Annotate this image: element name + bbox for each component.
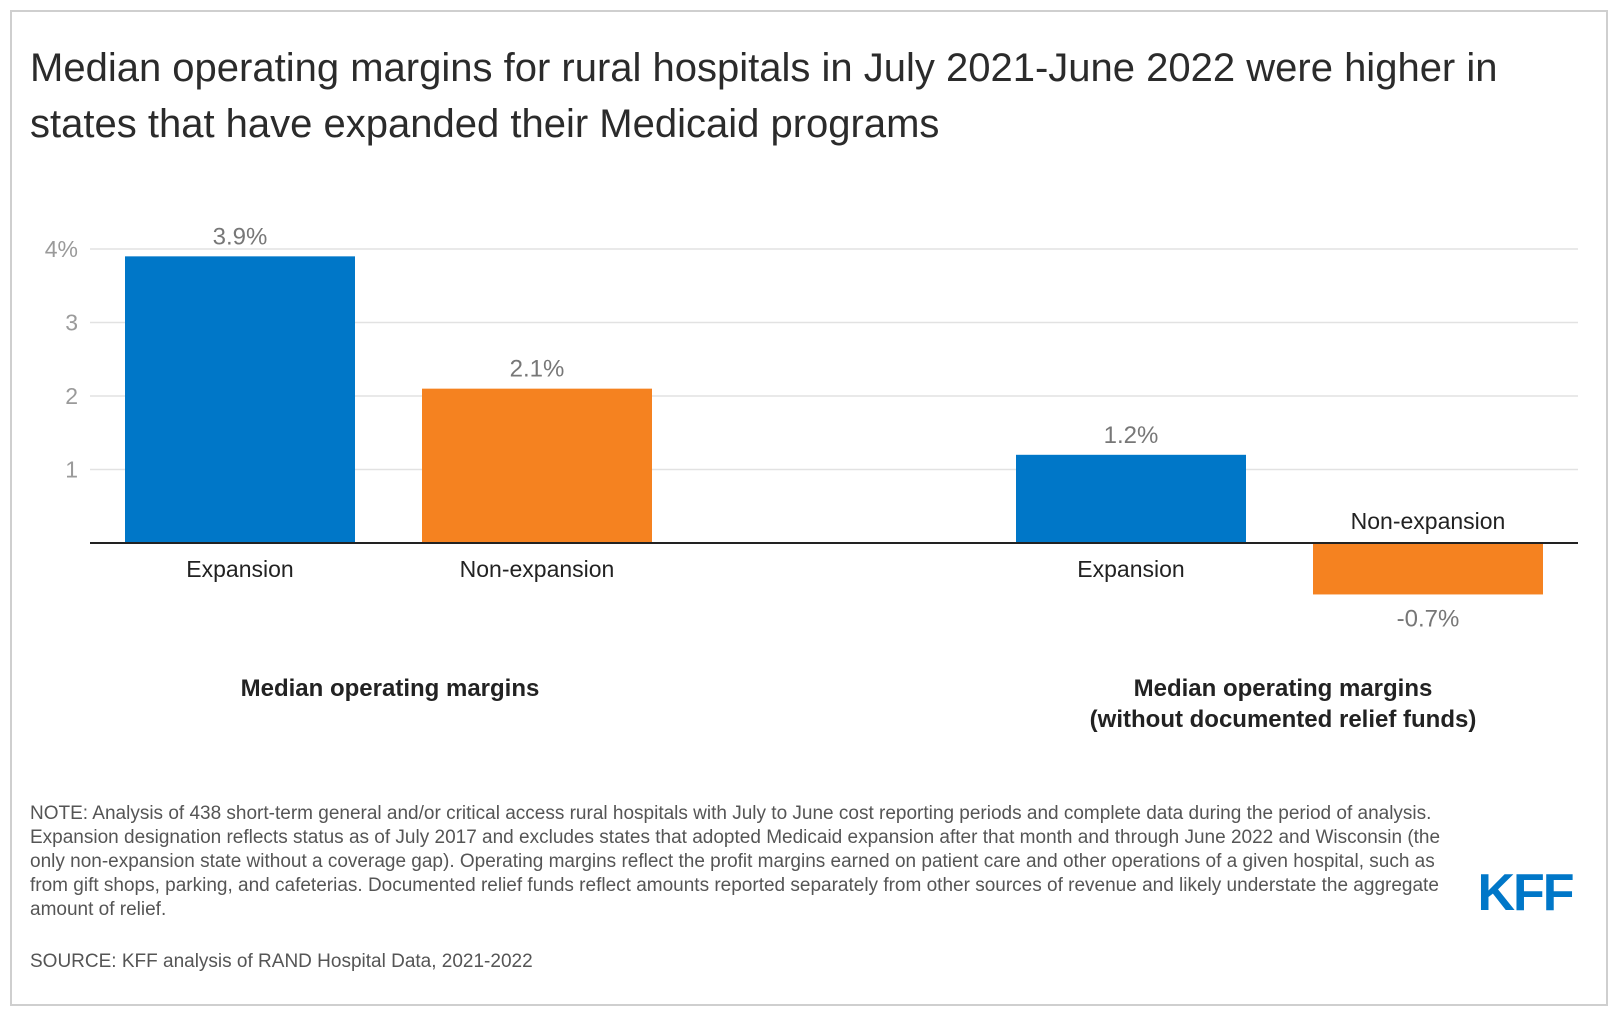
y-tick-label: 4% xyxy=(45,236,78,262)
category-label: Non-expansion xyxy=(460,556,615,582)
y-tick-label: 3 xyxy=(65,310,78,336)
bar-non-expansion xyxy=(422,388,652,543)
bar-non-expansion xyxy=(1313,543,1543,595)
kff-logo-text: KFF xyxy=(1477,865,1572,915)
group-label-median-margins: Median operating margins xyxy=(110,673,670,704)
value-label: -0.7% xyxy=(1397,605,1460,632)
value-label: 2.1% xyxy=(510,356,565,383)
value-label: 1.2% xyxy=(1104,422,1159,449)
bar-expansion xyxy=(1016,454,1246,543)
category-label: Expansion xyxy=(1077,556,1184,582)
chart-note: NOTE: Analysis of 438 short-term general… xyxy=(30,803,1441,920)
group-label-line-1: Median operating margins xyxy=(1133,675,1433,702)
group-label-line-2: (without documented relief funds) xyxy=(1089,706,1477,733)
chart-title: Median operating margins for rural hospi… xyxy=(30,46,1498,146)
group-label-text: Median operating margins xyxy=(240,675,540,702)
chart-source: SOURCE: KFF analysis of RAND Hospital Da… xyxy=(30,951,533,972)
group-label-without-relief: Median operating margins (without docume… xyxy=(1003,673,1563,735)
category-label: Non-expansion xyxy=(1351,508,1506,534)
value-label: 3.9% xyxy=(213,223,268,250)
y-tick-label: 2 xyxy=(65,383,78,409)
category-label: Expansion xyxy=(186,556,293,582)
bar-expansion xyxy=(125,256,355,543)
y-tick-label: 1 xyxy=(65,457,78,483)
kff-logo: KFF xyxy=(1477,865,1574,915)
